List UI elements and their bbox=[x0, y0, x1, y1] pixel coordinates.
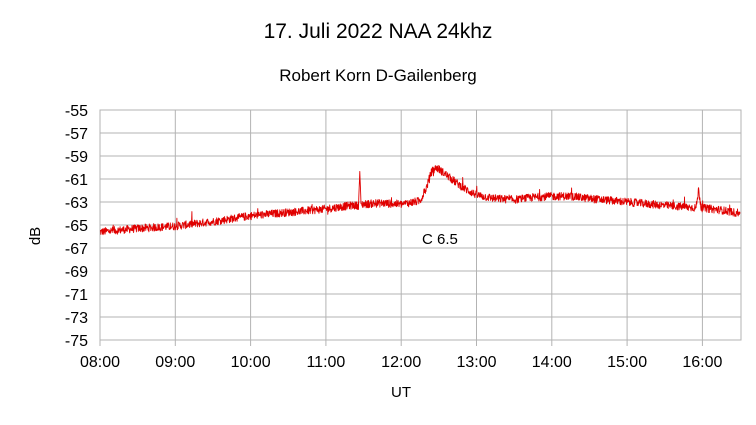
annotation-label: C 6.5 bbox=[422, 231, 458, 248]
series-layer bbox=[99, 165, 741, 236]
grid-layer bbox=[99, 109, 741, 346]
plot-frame bbox=[99, 109, 742, 341]
y-tick-label: -65 bbox=[65, 218, 88, 235]
chart-subtitle: Robert Korn D-Gailenberg bbox=[279, 66, 477, 85]
x-tick-label: 12:00 bbox=[381, 354, 421, 371]
y-tick-label: -59 bbox=[65, 149, 88, 166]
x-tick-label: 15:00 bbox=[607, 354, 647, 371]
annotation-layer: C 6.5 bbox=[422, 231, 458, 248]
x-axis-ticks: 08:00 09:00 10:00 11:00 12:00 13:00 14:00 15:00… bbox=[80, 354, 723, 371]
x-tick-label: 09:00 bbox=[155, 354, 195, 371]
x-axis-label: UT bbox=[391, 384, 411, 401]
x-tick-label: 16:00 bbox=[682, 354, 722, 371]
y-tick-label: -75 bbox=[65, 333, 88, 350]
y-tick-label: -63 bbox=[65, 195, 88, 212]
y-tick-label: -57 bbox=[65, 126, 88, 143]
y-tick-label: -69 bbox=[65, 264, 88, 281]
y-tick-label: -73 bbox=[65, 310, 88, 327]
y-tick-label: -71 bbox=[65, 287, 88, 304]
y-axis-ticks: -55 -57 -59 -61 -63 -65 -67 -69 -71 -73 -75 bbox=[65, 103, 88, 350]
x-tick-label: 10:00 bbox=[231, 354, 271, 371]
x-tick-label: 08:00 bbox=[80, 354, 120, 371]
y-tick-label: -61 bbox=[65, 172, 88, 189]
series-line bbox=[99, 165, 741, 236]
x-tick-label: 11:00 bbox=[306, 354, 345, 371]
y-tick-label: -67 bbox=[65, 241, 88, 258]
chart-title: 17. Juli 2022 NAA 24khz bbox=[263, 20, 493, 43]
y-axis-label: dB bbox=[27, 227, 44, 245]
y-tick-label: -55 bbox=[65, 103, 88, 120]
x-tick-label: 14:00 bbox=[532, 354, 572, 371]
x-tick-label: 13:00 bbox=[456, 354, 496, 371]
